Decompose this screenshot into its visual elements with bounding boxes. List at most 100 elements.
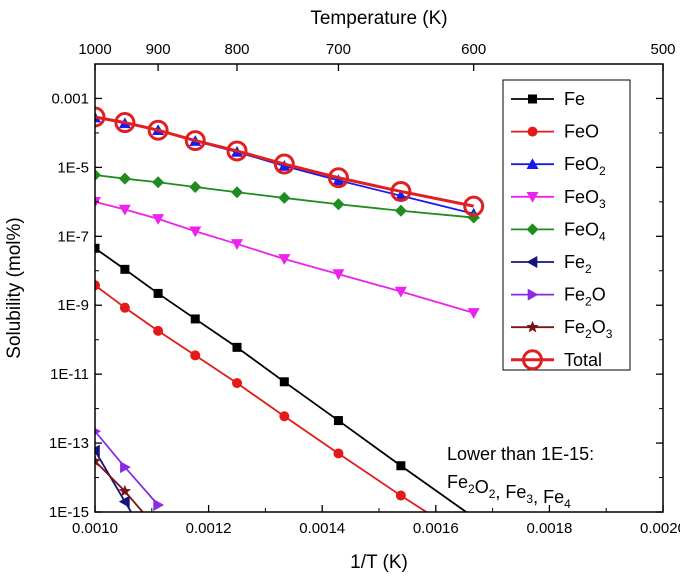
point-fe2 (152, 551, 163, 563)
point-feo3 (332, 269, 345, 281)
note-line-1: Lower than 1E-15: (447, 444, 594, 464)
point-feo (395, 490, 406, 501)
y-axis-title: Solubility (mol%) (4, 217, 25, 358)
legend-item-feo: FeO (511, 122, 599, 142)
point-fe2 (95, 444, 100, 457)
y-tick-label: 1E-11 (50, 366, 89, 383)
point-feo (153, 325, 164, 336)
y-tick-label: 0.001 (51, 90, 89, 107)
point-feo4 (332, 198, 345, 211)
series-fe2o3 (95, 454, 164, 536)
point-feo2 (332, 174, 345, 186)
y-tick-label: 1E-13 (49, 435, 89, 452)
series-feo3 (95, 197, 480, 319)
series-fe2o (95, 427, 165, 511)
series-fe (95, 243, 478, 522)
point-fe (333, 416, 343, 426)
x-tick-label: 0.0018 (526, 520, 572, 537)
legend-label: FeO (564, 122, 599, 142)
legend-item-feo3: FeO3 (511, 187, 606, 211)
point-total (390, 180, 412, 202)
legend-marker (526, 320, 539, 333)
point-feo (95, 280, 100, 291)
x-tick-label: 0.0016 (413, 520, 459, 537)
legend-marker (527, 126, 538, 137)
note-line-2: Fe2O2, Fe3, Fe4 (447, 472, 571, 511)
legend-marker (522, 349, 543, 371)
point-feo4 (189, 180, 202, 193)
point-fe2 (118, 495, 130, 508)
series-feo (95, 280, 429, 512)
legend-label: Fe2O (564, 285, 606, 309)
y-tick-label: 1E-9 (57, 297, 89, 314)
legend-label: FeO3 (564, 187, 606, 211)
legend-item-fe: Fe (511, 89, 585, 109)
point-fe (190, 314, 200, 324)
point-fe (153, 288, 163, 298)
point-feo4 (231, 186, 243, 199)
point-feo3 (467, 308, 480, 319)
series-feo4 (95, 169, 480, 224)
legend-marker (526, 223, 539, 236)
point-fe (279, 377, 289, 387)
legend-label: Fe (564, 89, 585, 109)
point-total (147, 119, 169, 141)
legend-item-fe2o3: Fe2O3 (511, 317, 613, 341)
point-feo4 (95, 169, 101, 182)
point-fe2o3 (152, 524, 164, 536)
legend-label: Total (564, 350, 602, 370)
legend-marker (526, 192, 539, 203)
legend-marker (526, 256, 538, 268)
point-feo2 (394, 189, 407, 201)
legend-box (502, 79, 631, 371)
point-feo (333, 448, 344, 459)
series-line-total (95, 115, 474, 208)
y-tick-label: 1E-15 (49, 504, 89, 521)
point-fe (95, 243, 100, 253)
point-total (327, 167, 349, 189)
top-tick-label: 800 (224, 41, 249, 58)
x-tick-label: 0.0014 (299, 520, 345, 537)
legend-label: Fe2 (564, 252, 592, 276)
legend: Fe FeO FeO2 FeO3 FeO4 Fe2 Fe2O Fe2O3 Total (511, 89, 613, 371)
y-tick-label: 1E-7 (57, 228, 89, 245)
point-feo3 (278, 254, 291, 265)
top-tick-label: 700 (326, 41, 351, 58)
point-fe (469, 513, 478, 522)
point-total (463, 195, 485, 217)
legend-item-feo2: FeO2 (511, 154, 606, 178)
x-axis-title: 1/T (K) (350, 552, 408, 573)
point-total (95, 106, 106, 128)
axes-layer: 0.0010 0.0012 0.0014 0.0016 0.0018 0.0020 1000… (49, 41, 680, 537)
legend-item-fe2: Fe2 (511, 252, 592, 276)
point-fe (232, 342, 242, 352)
point-fe2o3 (95, 454, 102, 467)
legend-item-fe2o: Fe2O (511, 285, 606, 309)
point-fe2o (153, 498, 165, 511)
point-feo4 (152, 176, 165, 189)
x-tick-label: 0.0010 (72, 520, 118, 537)
top-tick-label: 900 (146, 41, 171, 58)
legend-item-feo4: FeO4 (511, 219, 606, 243)
legend-marker (526, 158, 539, 169)
top-tick-label: 500 (650, 41, 675, 58)
legend-item-total: Total (511, 349, 602, 371)
top-axis-title: Temperature (K) (310, 8, 447, 29)
point-feo3 (231, 239, 243, 250)
point-fe2o (120, 461, 131, 474)
legend-label: Fe2O3 (564, 317, 613, 341)
point-feo4 (118, 172, 131, 185)
legend-marker (527, 288, 539, 301)
y-tick-label: 1E-5 (57, 159, 89, 176)
point-feo4 (394, 204, 407, 217)
point-total (273, 153, 295, 175)
point-feo3 (95, 197, 101, 208)
point-feo (190, 350, 201, 361)
point-fe (120, 264, 130, 274)
x-tick-label: 0.0012 (186, 520, 232, 537)
legend-marker (528, 94, 537, 104)
note: Lower than 1E-15: Fe2O2, Fe3, Fe4 (447, 444, 594, 511)
point-feo (119, 302, 130, 313)
point-fe2o (95, 427, 101, 435)
